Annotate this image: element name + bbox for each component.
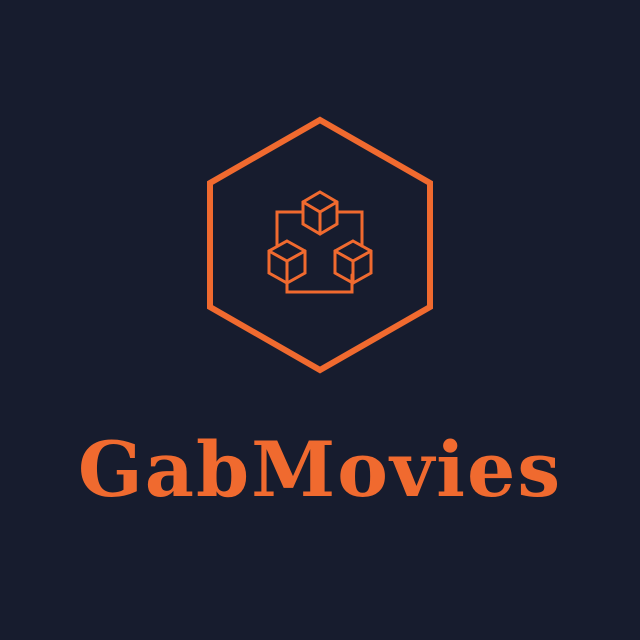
cube-right-icon bbox=[333, 239, 373, 285]
brand-name: GabMovies bbox=[77, 425, 563, 514]
cube-top-icon bbox=[301, 190, 339, 236]
cube-left-icon bbox=[267, 239, 307, 285]
hexagon-outline bbox=[207, 116, 433, 374]
